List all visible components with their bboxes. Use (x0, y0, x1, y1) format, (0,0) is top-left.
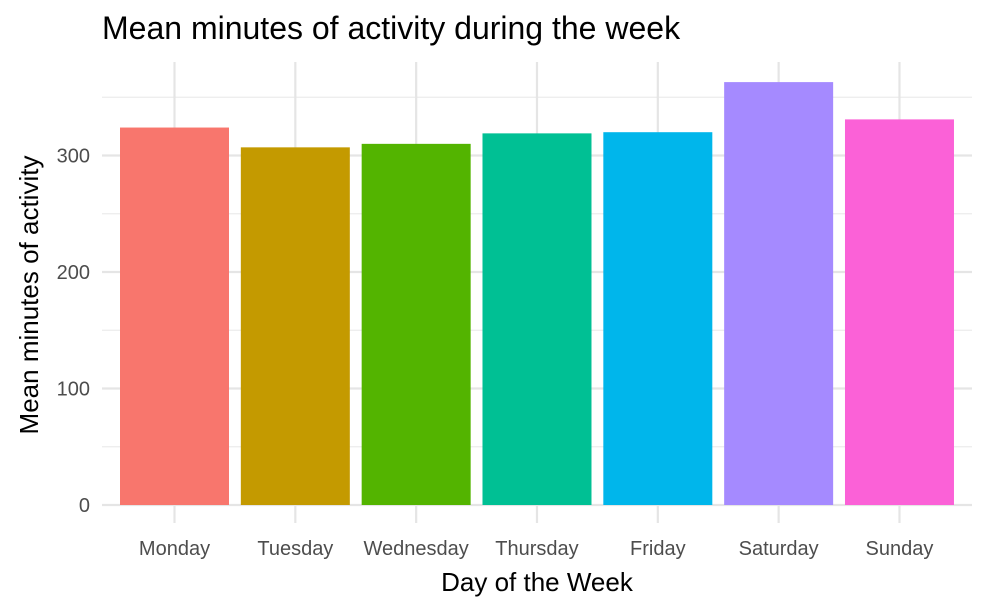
bar-thursday (482, 133, 592, 506)
y-tick-label: 200 (57, 262, 90, 284)
bar-wednesday (361, 143, 471, 505)
x-tick-label: Sunday (866, 538, 934, 560)
chart-title: Mean minutes of activity during the week (102, 10, 681, 46)
y-tick-label: 0 (79, 495, 90, 517)
y-tick-label: 100 (57, 379, 90, 401)
x-tick-label: Friday (630, 538, 686, 560)
bar-tuesday (240, 147, 350, 505)
x-tick-label: Tuesday (257, 538, 333, 560)
bar-friday (603, 132, 713, 505)
x-tick-label: Monday (139, 538, 210, 560)
x-tick-label: Thursday (495, 538, 578, 560)
tick-labels: 0 100 200 300 Monday Tuesday Wednesday Thursday… (57, 146, 934, 561)
bar-monday (120, 127, 229, 505)
x-axis-title: Day of the Week (441, 567, 634, 597)
x-tick-label: Saturday (739, 538, 819, 560)
bar-sunday (844, 119, 954, 505)
y-axis-title: Mean minutes of activity (14, 156, 44, 435)
y-tick-label: 300 (57, 146, 90, 168)
bar-saturday (724, 82, 834, 505)
bars (120, 82, 954, 506)
x-tick-label: Wednesday (364, 538, 469, 560)
